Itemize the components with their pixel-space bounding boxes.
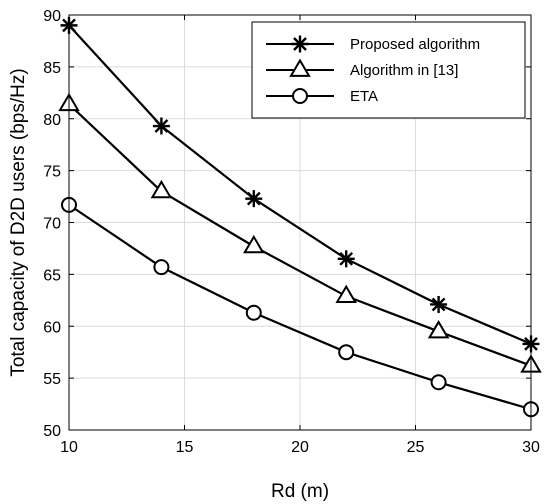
x-tick-label: 10 [60, 439, 78, 456]
y-tick-label: 65 [43, 267, 61, 284]
circle-data-point [430, 374, 447, 391]
series-line [68, 103, 532, 367]
y-tick-label: 80 [43, 112, 61, 129]
legend-circle-marker [292, 88, 308, 104]
asterisk-data-point [245, 190, 263, 208]
series-triangle [58, 92, 542, 373]
y-tick-label: 60 [43, 319, 61, 336]
x-tick-label: 20 [291, 439, 309, 456]
legend-label: ETA [350, 88, 378, 105]
circle-data-point [153, 259, 170, 276]
legend: Proposed algorithm Algorithm in [13] ETA [251, 21, 526, 119]
triangle-data-point [243, 234, 265, 254]
series-line [68, 24, 532, 345]
legend-triangle-marker [289, 58, 311, 77]
x-axis-label: Rd (m) [271, 481, 329, 502]
y-tick-label: 75 [43, 164, 61, 181]
triangle-data-point [150, 179, 173, 199]
asterisk-data-point [152, 117, 170, 135]
y-tick-label: 85 [43, 60, 61, 77]
triangle-data-point [335, 284, 357, 304]
legend-item-circle: ETA [266, 88, 378, 105]
x-tick-label: 30 [522, 439, 540, 456]
x-tick-label: 15 [176, 439, 194, 456]
legend-label: Algorithm in [13] [350, 62, 458, 79]
x-tick-label: 25 [407, 439, 425, 456]
legend-asterisk-marker [291, 35, 309, 53]
legend-item-asterisk: Proposed algorithm [266, 35, 480, 53]
triangle-data-point [427, 319, 450, 339]
y-tick-label: 50 [43, 423, 61, 440]
legend-label: Proposed algorithm [350, 36, 480, 53]
asterisk-data-point [337, 250, 355, 268]
series-line [68, 203, 532, 411]
y-tick-label: 90 [43, 8, 61, 25]
series-layer [58, 16, 542, 418]
legend-item-triangle: Algorithm in [13] [266, 58, 458, 79]
circle-data-point [245, 304, 262, 321]
y-tick-label: 55 [43, 371, 61, 388]
tick-layer: 10 15 20 25 30 50 55 60 65 70 75 80 85 90 [43, 8, 540, 456]
y-tick-label: 70 [43, 216, 61, 233]
circle-data-point [338, 344, 355, 361]
y-axis-label: Total capacity of D2D users (bps/Hz) [8, 68, 29, 376]
asterisk-data-point [430, 295, 448, 313]
